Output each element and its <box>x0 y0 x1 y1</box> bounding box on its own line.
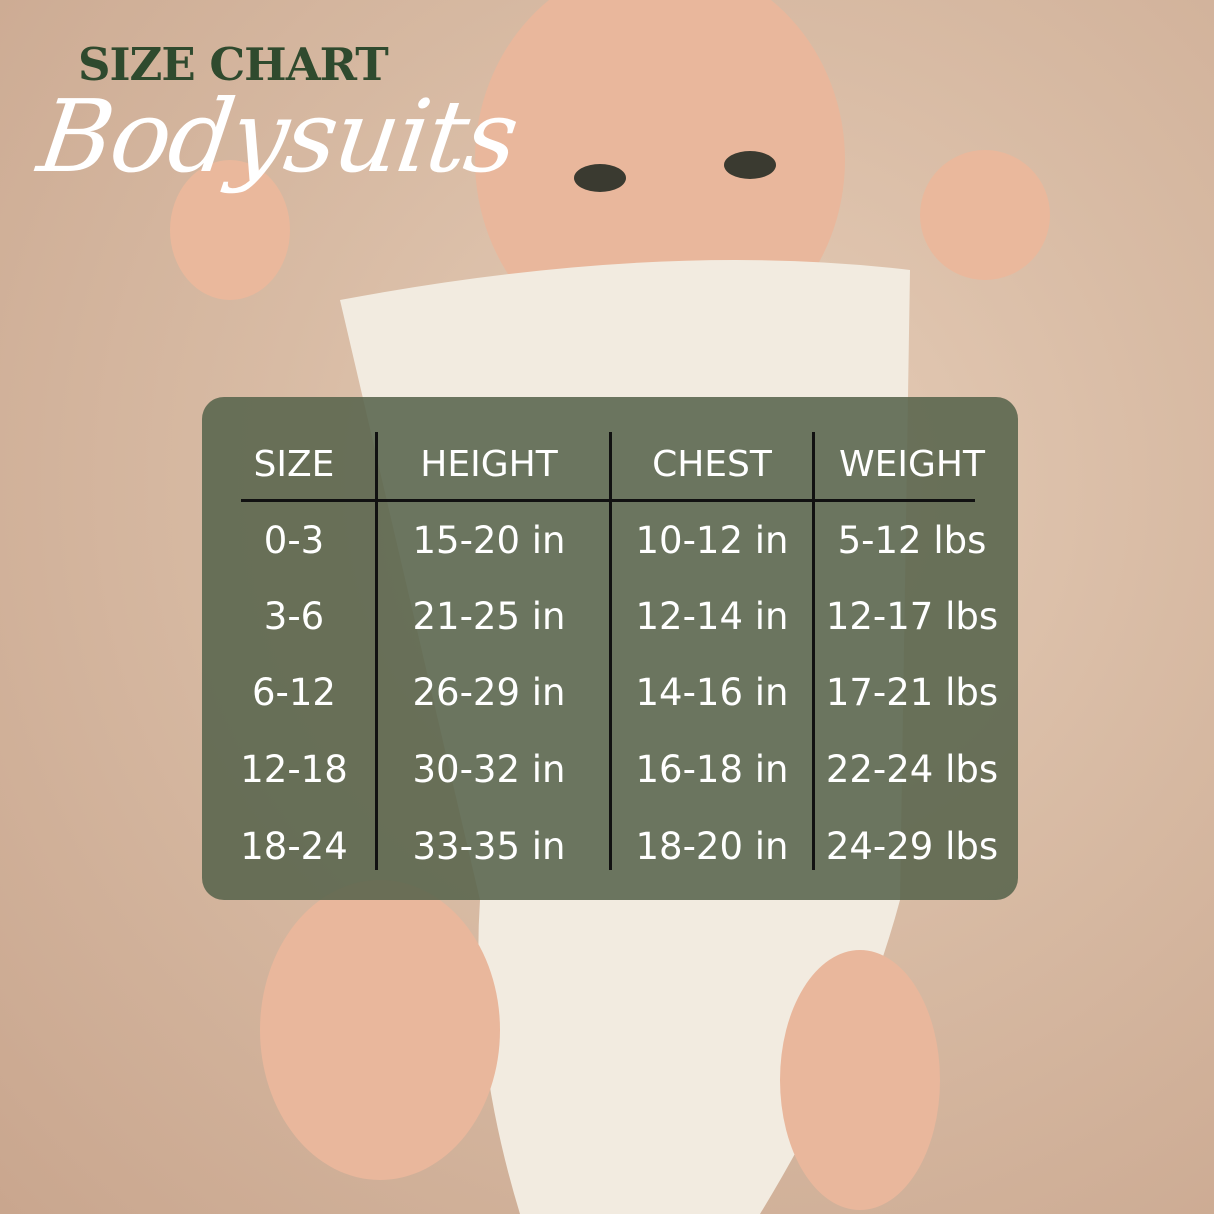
table-cell: 10-12 in <box>635 519 789 562</box>
column-header: CHEST <box>652 444 772 485</box>
table-cell: 0-3 <box>263 519 325 562</box>
header-divider <box>241 499 975 502</box>
table-cell: 5-12 lbs <box>837 519 987 562</box>
table-cell: 16-18 in <box>635 748 789 791</box>
table-cell: 24-29 lbs <box>825 825 999 868</box>
column-header: HEIGHT <box>420 444 558 485</box>
table-cell: 15-20 in <box>412 519 566 562</box>
table-cell: 18-20 in <box>635 825 789 868</box>
size-chart-title: SIZE CHART <box>78 38 389 91</box>
table-cell: 22-24 lbs <box>825 748 999 791</box>
table-cell: 30-32 in <box>412 748 566 791</box>
table-cell: 14-16 in <box>635 671 789 714</box>
column-divider <box>609 432 612 870</box>
column-header: SIZE <box>253 444 335 485</box>
table-cell: 33-35 in <box>412 825 566 868</box>
table-cell: 18-24 <box>240 825 348 868</box>
size-table: SIZE HEIGHT CHEST WEIGHT 0-3 15-20 in 10-12 in… <box>202 397 1018 900</box>
column-divider <box>375 432 378 870</box>
table-cell: 26-29 in <box>412 671 566 714</box>
table-cell: 3-6 <box>263 595 325 638</box>
table-cell: 12-18 <box>240 748 348 791</box>
table-cell: 17-21 lbs <box>825 671 999 714</box>
table-cell: 6-12 <box>252 671 336 714</box>
table-cell: 12-17 lbs <box>825 595 999 638</box>
column-divider <box>812 432 815 870</box>
bodysuits-subtitle: Bodysuits <box>31 78 524 195</box>
table-cell: 21-25 in <box>412 595 566 638</box>
table-cell: 12-14 in <box>635 595 789 638</box>
column-header: WEIGHT <box>839 444 985 485</box>
